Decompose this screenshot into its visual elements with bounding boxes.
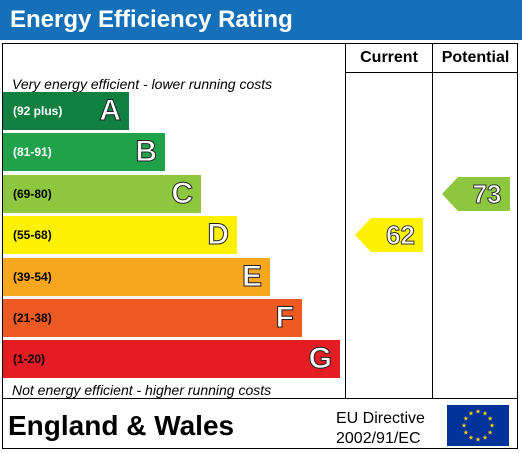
rating-frame — [2, 43, 518, 449]
band-c: (69-80) C — [3, 175, 201, 213]
page-title: Energy Efficiency Rating — [0, 0, 522, 40]
eu-flag-star — [487, 415, 493, 421]
band-g: (1-20) G — [3, 340, 340, 378]
band-range-label: (39-54) — [13, 270, 52, 284]
eu-flag-star — [461, 422, 467, 428]
potential-pointer-shape — [441, 177, 510, 211]
band-e: (39-54) E — [3, 258, 270, 296]
current-rating-value: 62 — [386, 220, 416, 251]
eu-flag-star — [482, 410, 488, 416]
eu-flag-star — [475, 436, 481, 442]
band-range-label: (69-80) — [13, 187, 52, 201]
band-letter: F — [275, 301, 294, 335]
footer-directive: EU Directive 2002/91/EC — [336, 409, 425, 449]
band-d: (55-68) D — [3, 216, 237, 254]
column-divider-current — [345, 43, 346, 398]
potential-rating-pointer: 73 — [441, 177, 510, 211]
band-letter: G — [308, 342, 332, 376]
band-range-label: (81-91) — [13, 145, 52, 159]
column-divider-potential — [432, 43, 433, 398]
eu-flag-icon — [447, 405, 509, 446]
bottom-note: Not energy efficient - higher running co… — [12, 382, 272, 398]
eu-flag-star — [482, 435, 488, 440]
current-pointer-arrow — [355, 218, 423, 252]
band-a: (92 plus) A — [3, 92, 129, 130]
current-pointer-shape — [355, 218, 423, 252]
current-column-header: Current — [360, 49, 418, 66]
eu-flag-star — [489, 422, 495, 428]
band-letter: C — [171, 177, 194, 211]
potential-pointer-arrow — [441, 177, 510, 211]
directive-line-2: 2002/91/EC — [336, 430, 421, 447]
eu-flag-star — [475, 408, 481, 414]
band-letter: B — [135, 135, 158, 169]
band-letter: D — [207, 218, 230, 252]
potential-rating-value: 73 — [472, 179, 502, 210]
band-b: (81-91) B — [3, 133, 165, 171]
band-letter: E — [241, 260, 262, 294]
potential-column-header: Potential — [441, 49, 510, 66]
band-range-label: (92 plus) — [13, 104, 63, 118]
header-divider — [345, 72, 518, 73]
directive-line-1: EU Directive — [336, 410, 425, 427]
eu-flag-star — [463, 429, 469, 435]
eu-flag-star — [468, 410, 474, 416]
eu-flag-star — [463, 415, 469, 421]
band-range-label: (55-68) — [13, 228, 52, 242]
footer-country: England & Wales — [8, 410, 235, 441]
eu-flag-stars — [461, 408, 495, 442]
band-range-label: (21-38) — [13, 311, 52, 325]
eu-flag-star — [487, 429, 493, 435]
band-range-label: (1-20) — [13, 352, 46, 366]
footer-divider — [2, 398, 518, 399]
current-rating-pointer: 62 — [355, 218, 423, 252]
eu-flag-star — [468, 435, 474, 440]
band-f: (21-38) F — [3, 299, 302, 337]
top-note: Very energy efficient - lower running co… — [12, 76, 273, 92]
band-letter: A — [99, 94, 122, 128]
